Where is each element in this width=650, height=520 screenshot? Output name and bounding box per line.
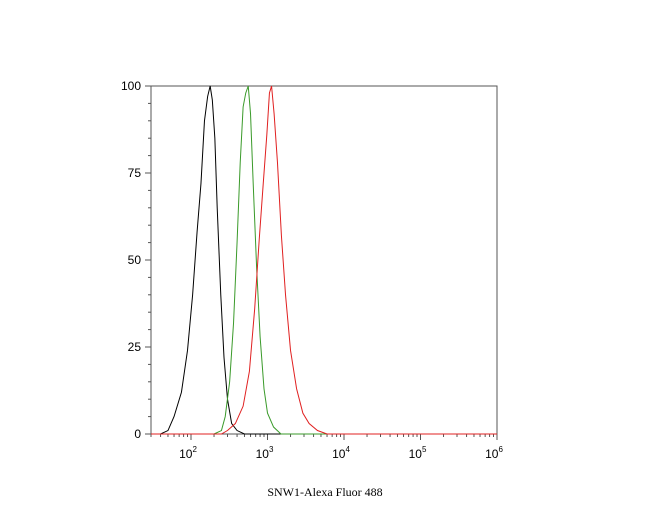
histogram-series-3: [151, 85, 497, 435]
x-tick-label: 104: [332, 445, 350, 461]
plot-frame: [150, 85, 498, 435]
x-tick-label: 103: [256, 445, 274, 461]
y-tick-label: 75: [128, 166, 142, 180]
series-group: [151, 85, 497, 435]
x-tick-label: 106: [485, 445, 503, 461]
x-tick-label: 105: [409, 445, 427, 461]
x-axis: 102 103 104 105 106: [150, 434, 503, 461]
histogram-series-2: [151, 85, 497, 435]
x-tick-label: 102: [179, 445, 197, 461]
histogram-series-1: [151, 85, 497, 435]
y-tick-label: 100: [121, 79, 141, 93]
x-axis-label: SNW1-Alexa Fluor 488: [267, 485, 382, 499]
y-tick-label: 50: [128, 253, 142, 267]
y-tick-label: 0: [134, 427, 141, 441]
y-tick-label: 25: [128, 340, 142, 354]
y-axis: 0 25 50 75 100: [121, 79, 151, 441]
